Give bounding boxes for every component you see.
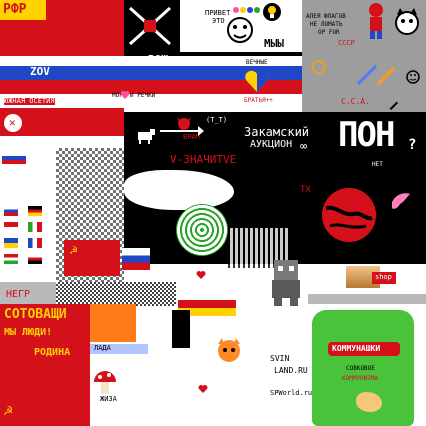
dove-icon	[392, 193, 410, 209]
zakamsky-text: Закамский	[244, 125, 310, 139]
heart-icon-2	[198, 385, 208, 393]
lower-middle-area[interactable]	[148, 350, 268, 426]
chip-shape	[356, 392, 382, 412]
lightbulb-icon	[263, 3, 281, 21]
flag-mini-8	[4, 254, 18, 264]
face-doodle-icon	[227, 17, 253, 43]
gray-cloud-zone[interactable]	[124, 170, 234, 210]
heart-icon-1	[196, 271, 206, 279]
vechnye-text: ВЕЧНЫЕ	[246, 59, 268, 66]
green-circle-pattern	[176, 204, 228, 256]
spworld-text: SPWorld.ru	[270, 389, 313, 397]
negr-block[interactable]	[0, 282, 56, 304]
fox-character-icon	[218, 338, 240, 372]
ring-icon	[312, 60, 326, 74]
gray-bar	[308, 294, 426, 304]
flag-mini-5	[28, 222, 42, 232]
kommunashki-text: КОММУНАШКИ	[332, 344, 381, 353]
heart-icon-3	[120, 91, 130, 99]
blue-yellow-heart-icon	[245, 70, 269, 92]
op-for-text: ОР FOR	[318, 29, 340, 36]
mini-russian-flag	[122, 248, 150, 270]
left-white-panel[interactable]	[0, 136, 124, 148]
soviet-flag-hammer: ☭	[70, 243, 78, 257]
zhizn-text: ЖИЗА	[100, 395, 117, 403]
flag-mini-6	[4, 238, 18, 248]
flag-mini-2	[4, 206, 18, 216]
auction-symbol: ∞	[300, 139, 308, 153]
shop-sign-text: shop	[375, 273, 392, 281]
flag-emblem-stripe	[0, 0, 46, 20]
sss-top-text: СССР	[338, 39, 355, 47]
net-text: НЕТ	[372, 161, 383, 168]
russian-flag-white-lower	[0, 94, 302, 108]
russian-flag-blue	[0, 66, 302, 80]
smiley-icon	[406, 70, 420, 84]
flag-mini-3	[28, 206, 42, 216]
counter-text: (T_T)	[206, 116, 228, 124]
auction-text: АУКЦИОН	[250, 139, 293, 150]
lada-text: ЛАДА	[94, 344, 111, 352]
cat-doodle-icon	[395, 8, 419, 35]
black-pillar[interactable]	[172, 310, 190, 348]
south-ossetia-text: ЮЖНАЯ ОСЕТИЯ	[4, 97, 55, 105]
ssa-text: С.С.А.	[341, 97, 370, 106]
privet-text: ПРИВЕТ	[205, 9, 231, 17]
red-globe-icon	[322, 188, 376, 242]
soviet-flag[interactable]	[64, 240, 120, 276]
eto-text: ЭТО	[212, 17, 225, 25]
alley-subtitle: НЕ ЛОМАТЬ	[310, 21, 343, 28]
crossed-swords-icon	[128, 6, 172, 46]
lada-badge	[90, 344, 148, 354]
mushroom-icon	[94, 371, 116, 394]
dog-pixel-icon	[138, 129, 155, 144]
flower-crown-icon	[233, 7, 260, 13]
robot-figure-icon	[272, 260, 300, 306]
kommunashki-banner	[328, 342, 400, 356]
flag-mini-4	[4, 222, 18, 232]
flag-mini-9	[28, 254, 42, 264]
bratya-text: БРАТЬЯ++	[244, 97, 273, 104]
sotovashi-panel[interactable]	[0, 304, 90, 426]
cow-skull-icon	[177, 117, 191, 130]
my-lyudi-text: МЫ ЛЮДИ!	[4, 327, 53, 338]
sotovashi-text: СОТОВАЩИ	[4, 307, 67, 322]
kommunizma-text: КОММУНИЗМА	[342, 375, 379, 382]
left-red-square	[4, 114, 22, 132]
flag-mini-7	[28, 238, 42, 248]
flag-mini-1	[2, 152, 26, 164]
zov-flag-text: ZOV	[30, 65, 50, 78]
pon-text: ПОН	[338, 115, 395, 155]
shop-sign-box[interactable]	[372, 272, 396, 284]
shop-gradient	[346, 266, 380, 288]
pon-question: ?	[408, 137, 417, 153]
vpam-text: ВРАМ	[183, 133, 200, 141]
pixel-noise-zone-2[interactable]	[56, 282, 176, 306]
alley-title: АЛЕЯ ФЛАГОВ	[306, 13, 346, 20]
myi-text: МЫЫ	[264, 37, 284, 50]
more-reki-text: МОРЕ И РЕЧКИ	[112, 92, 156, 99]
v-znachit-text: V-ЗНАЧИТVE	[170, 153, 237, 166]
spiderman-icon	[369, 3, 383, 39]
arrow-right-icon	[160, 126, 204, 136]
swords-pixel-icon	[356, 64, 396, 86]
rodina-text: РОДИНА	[34, 347, 71, 358]
orange-square[interactable]	[90, 304, 136, 342]
tx-text: TX	[300, 185, 311, 195]
negr-text: НЕГР	[6, 289, 31, 300]
svin-text: SVIN	[270, 354, 290, 363]
land-text: LAND.RU	[274, 366, 308, 375]
sotovashi-hammer: ☭	[4, 403, 13, 419]
x-mark-text: ✕	[9, 116, 16, 129]
russian-flag-red	[0, 80, 302, 94]
flag-emblem-text: РФР	[3, 2, 27, 17]
sovkovoe-text: СОВКОВОЕ	[346, 365, 375, 372]
